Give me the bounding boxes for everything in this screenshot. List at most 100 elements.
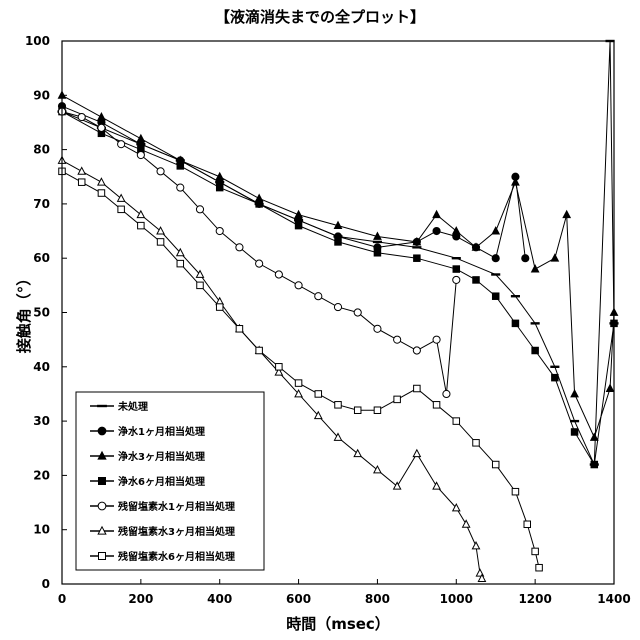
data-point	[512, 488, 519, 495]
series-line	[62, 95, 614, 437]
data-point	[315, 293, 322, 300]
y-tick-label: 30	[33, 414, 50, 428]
data-point	[531, 322, 540, 324]
data-point	[492, 255, 499, 262]
data-point	[591, 461, 598, 468]
data-point	[463, 520, 470, 527]
data-point	[552, 374, 559, 381]
data-point	[177, 260, 184, 267]
data-point	[453, 266, 460, 273]
legend: 未処理浄水1ヶ月相当処理浄水3ヶ月相当処理浄水6ヶ月相当処理残留塩素水1ヶ月相当…	[76, 392, 264, 570]
data-point	[606, 385, 613, 392]
data-point	[492, 227, 499, 234]
data-point	[157, 227, 164, 234]
data-point	[532, 347, 539, 354]
data-point	[137, 135, 144, 142]
y-axis-label: 接触角（°）	[15, 271, 33, 354]
data-point	[177, 163, 184, 170]
x-tick-label: 1400	[597, 592, 630, 606]
data-point	[374, 250, 381, 257]
legend-label: 残留塩素水6ヶ月相当処理	[118, 550, 235, 563]
data-point	[511, 295, 520, 297]
data-point	[414, 385, 421, 392]
y-tick-label: 80	[33, 143, 50, 157]
data-point	[334, 303, 341, 310]
data-point	[354, 407, 361, 414]
y-tick-label: 20	[33, 468, 50, 482]
data-point	[216, 227, 223, 234]
legend-label: 浄水3ヶ月相当処理	[118, 450, 205, 463]
legend-label: 残留塩素水1ヶ月相当処理	[118, 500, 235, 513]
data-point	[491, 273, 500, 275]
legend-marker	[97, 405, 107, 407]
data-point	[216, 304, 223, 311]
data-point	[453, 276, 460, 283]
y-tick-label: 50	[33, 306, 50, 320]
data-point	[98, 113, 105, 120]
y-tick-label: 100	[25, 34, 50, 48]
x-tick-label: 1200	[518, 592, 551, 606]
data-point	[433, 482, 440, 489]
y-tick-label: 70	[33, 197, 50, 211]
y-tick-label: 90	[33, 88, 50, 102]
data-point	[295, 380, 302, 387]
data-point	[472, 542, 479, 549]
data-point	[137, 151, 144, 158]
data-point	[295, 222, 302, 229]
data-point	[236, 244, 243, 251]
data-point	[374, 325, 381, 332]
data-point	[414, 255, 421, 262]
data-point	[118, 195, 125, 202]
y-tick-label: 0	[42, 577, 50, 591]
data-point	[394, 336, 401, 343]
data-point	[473, 440, 480, 447]
data-point	[137, 211, 144, 218]
x-tick-label: 0	[58, 592, 66, 606]
data-point	[550, 366, 559, 368]
data-point	[276, 364, 283, 371]
data-point	[98, 190, 105, 197]
data-point	[335, 239, 342, 246]
data-point	[256, 347, 263, 354]
data-point	[433, 402, 440, 409]
data-point	[138, 222, 145, 229]
series-group	[58, 103, 528, 262]
x-tick-label: 400	[207, 592, 232, 606]
data-point	[522, 255, 529, 262]
data-point	[433, 211, 440, 218]
data-point	[453, 227, 460, 234]
x-tick-label: 200	[128, 592, 153, 606]
data-point	[394, 396, 401, 403]
x-tick-label: 1000	[440, 592, 473, 606]
data-point	[216, 184, 223, 191]
data-point	[315, 391, 322, 398]
data-point	[532, 548, 539, 555]
data-point	[374, 407, 381, 414]
data-point	[295, 211, 302, 218]
data-point	[197, 282, 204, 289]
data-point	[536, 564, 543, 571]
legend-label: 未処理	[117, 400, 148, 413]
legend-marker	[98, 427, 106, 435]
data-point	[394, 482, 401, 489]
data-point	[412, 246, 421, 248]
data-point	[571, 429, 578, 436]
legend-marker	[99, 478, 106, 485]
data-point	[354, 450, 361, 457]
data-point	[492, 293, 499, 300]
data-point	[354, 309, 361, 316]
y-tick-label: 10	[33, 523, 50, 537]
data-point	[453, 418, 460, 425]
x-tick-label: 800	[365, 592, 390, 606]
x-axis-label: 時間（msec）	[286, 615, 390, 633]
data-point	[492, 461, 499, 468]
data-point	[433, 336, 440, 343]
data-point	[78, 113, 85, 120]
data-point	[524, 521, 531, 528]
data-point	[216, 173, 223, 180]
data-point	[157, 168, 164, 175]
legend-marker	[99, 553, 106, 560]
y-tick-label: 40	[33, 360, 50, 374]
legend-marker	[98, 502, 106, 510]
